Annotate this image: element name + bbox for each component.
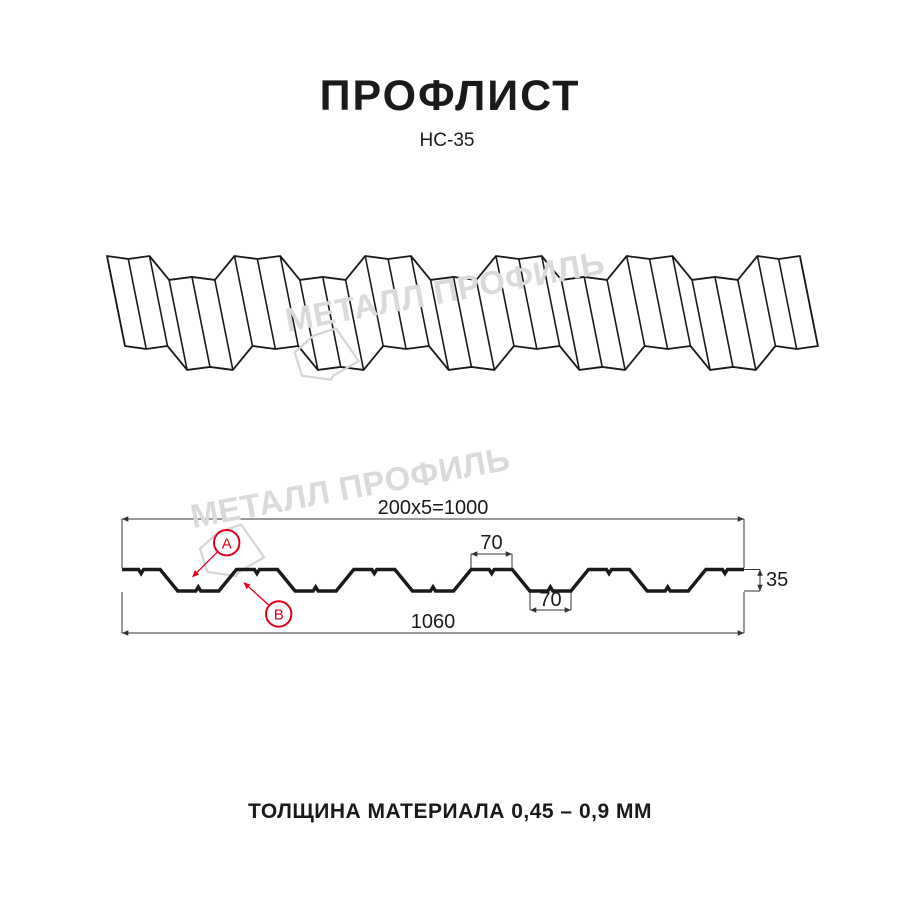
svg-text:1060: 1060 — [411, 611, 456, 633]
svg-text:A: A — [222, 536, 232, 553]
svg-text:МЕТАЛЛ ПРОФИЛЬ: МЕТАЛЛ ПРОФИЛЬ — [188, 440, 513, 535]
svg-text:200x5=1000: 200x5=1000 — [378, 497, 489, 519]
svg-text:B: B — [274, 607, 284, 624]
svg-text:70: 70 — [480, 532, 502, 554]
svg-text:35: 35 — [766, 569, 788, 591]
